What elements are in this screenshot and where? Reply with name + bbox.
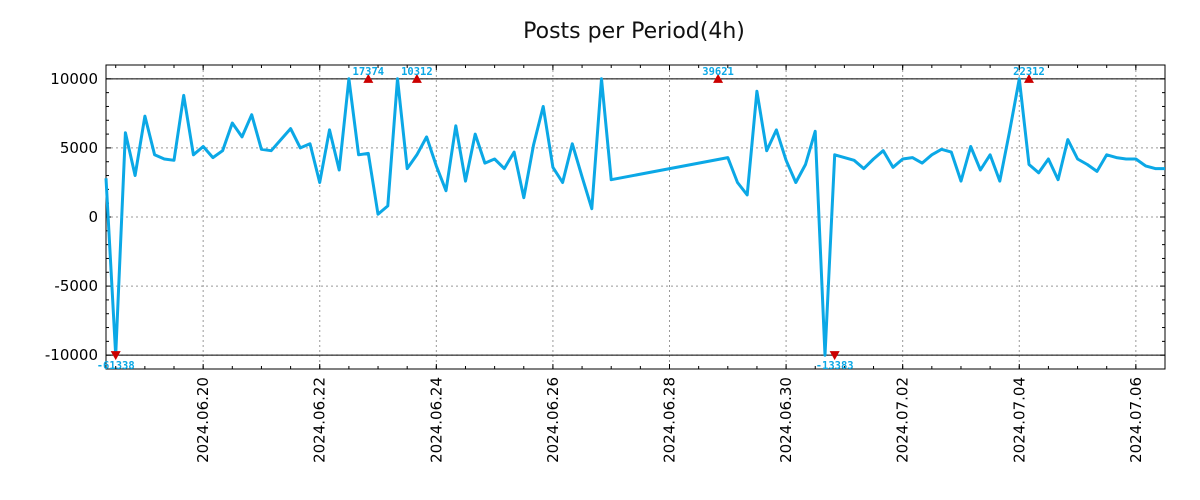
x-tick-label: 2024.06.30 [777, 377, 795, 463]
outlier-marker [713, 73, 724, 83]
x-tick-label: 2024.07.02 [894, 377, 912, 463]
y-tick-label: 0 [88, 208, 98, 226]
outlier-label: -13383 [816, 360, 854, 372]
x-tick-label: 2024.06.20 [194, 377, 212, 463]
outlier-marker [1023, 73, 1034, 83]
x-tick-label: 2024.06.22 [311, 377, 329, 463]
x-tick-label: 2024.06.26 [544, 377, 562, 463]
outlier-marker [829, 351, 840, 361]
outlier-marker [411, 73, 422, 83]
series-line [104, 77, 1165, 357]
y-tick-label: -5000 [54, 277, 98, 295]
chart-title: Posts per Period(4h) [523, 19, 745, 44]
outlier-label: 39621 [702, 66, 734, 78]
x-tick-label: 2024.07.06 [1127, 377, 1145, 463]
outlier-label: 10312 [401, 66, 433, 78]
x-tick-label: 2024.06.24 [427, 377, 445, 463]
y-tick-label: 5000 [60, 139, 98, 157]
peak-markers: -61338 17374 10312 39621 -13383 22312 [97, 66, 1045, 372]
grid [106, 65, 1165, 369]
x-axis: 2024.06.20 2024.06.22 2024.06.24 2024.06.26… [115, 65, 1145, 463]
outlier-marker [110, 351, 121, 361]
clip-lines [106, 78, 1165, 356]
outlier-label: 22312 [1013, 66, 1045, 78]
y-axis: 10000 5000 0 -5000 -10000 [45, 70, 1165, 364]
outlier-label: -61338 [97, 360, 135, 372]
outlier-label: 17374 [353, 66, 385, 78]
outlier-marker [363, 73, 374, 83]
x-tick-label: 2024.06.28 [661, 377, 679, 463]
x-tick-label: 2024.07.04 [1010, 377, 1028, 463]
y-tick-label: 10000 [50, 70, 98, 88]
y-tick-label: -10000 [45, 346, 98, 364]
